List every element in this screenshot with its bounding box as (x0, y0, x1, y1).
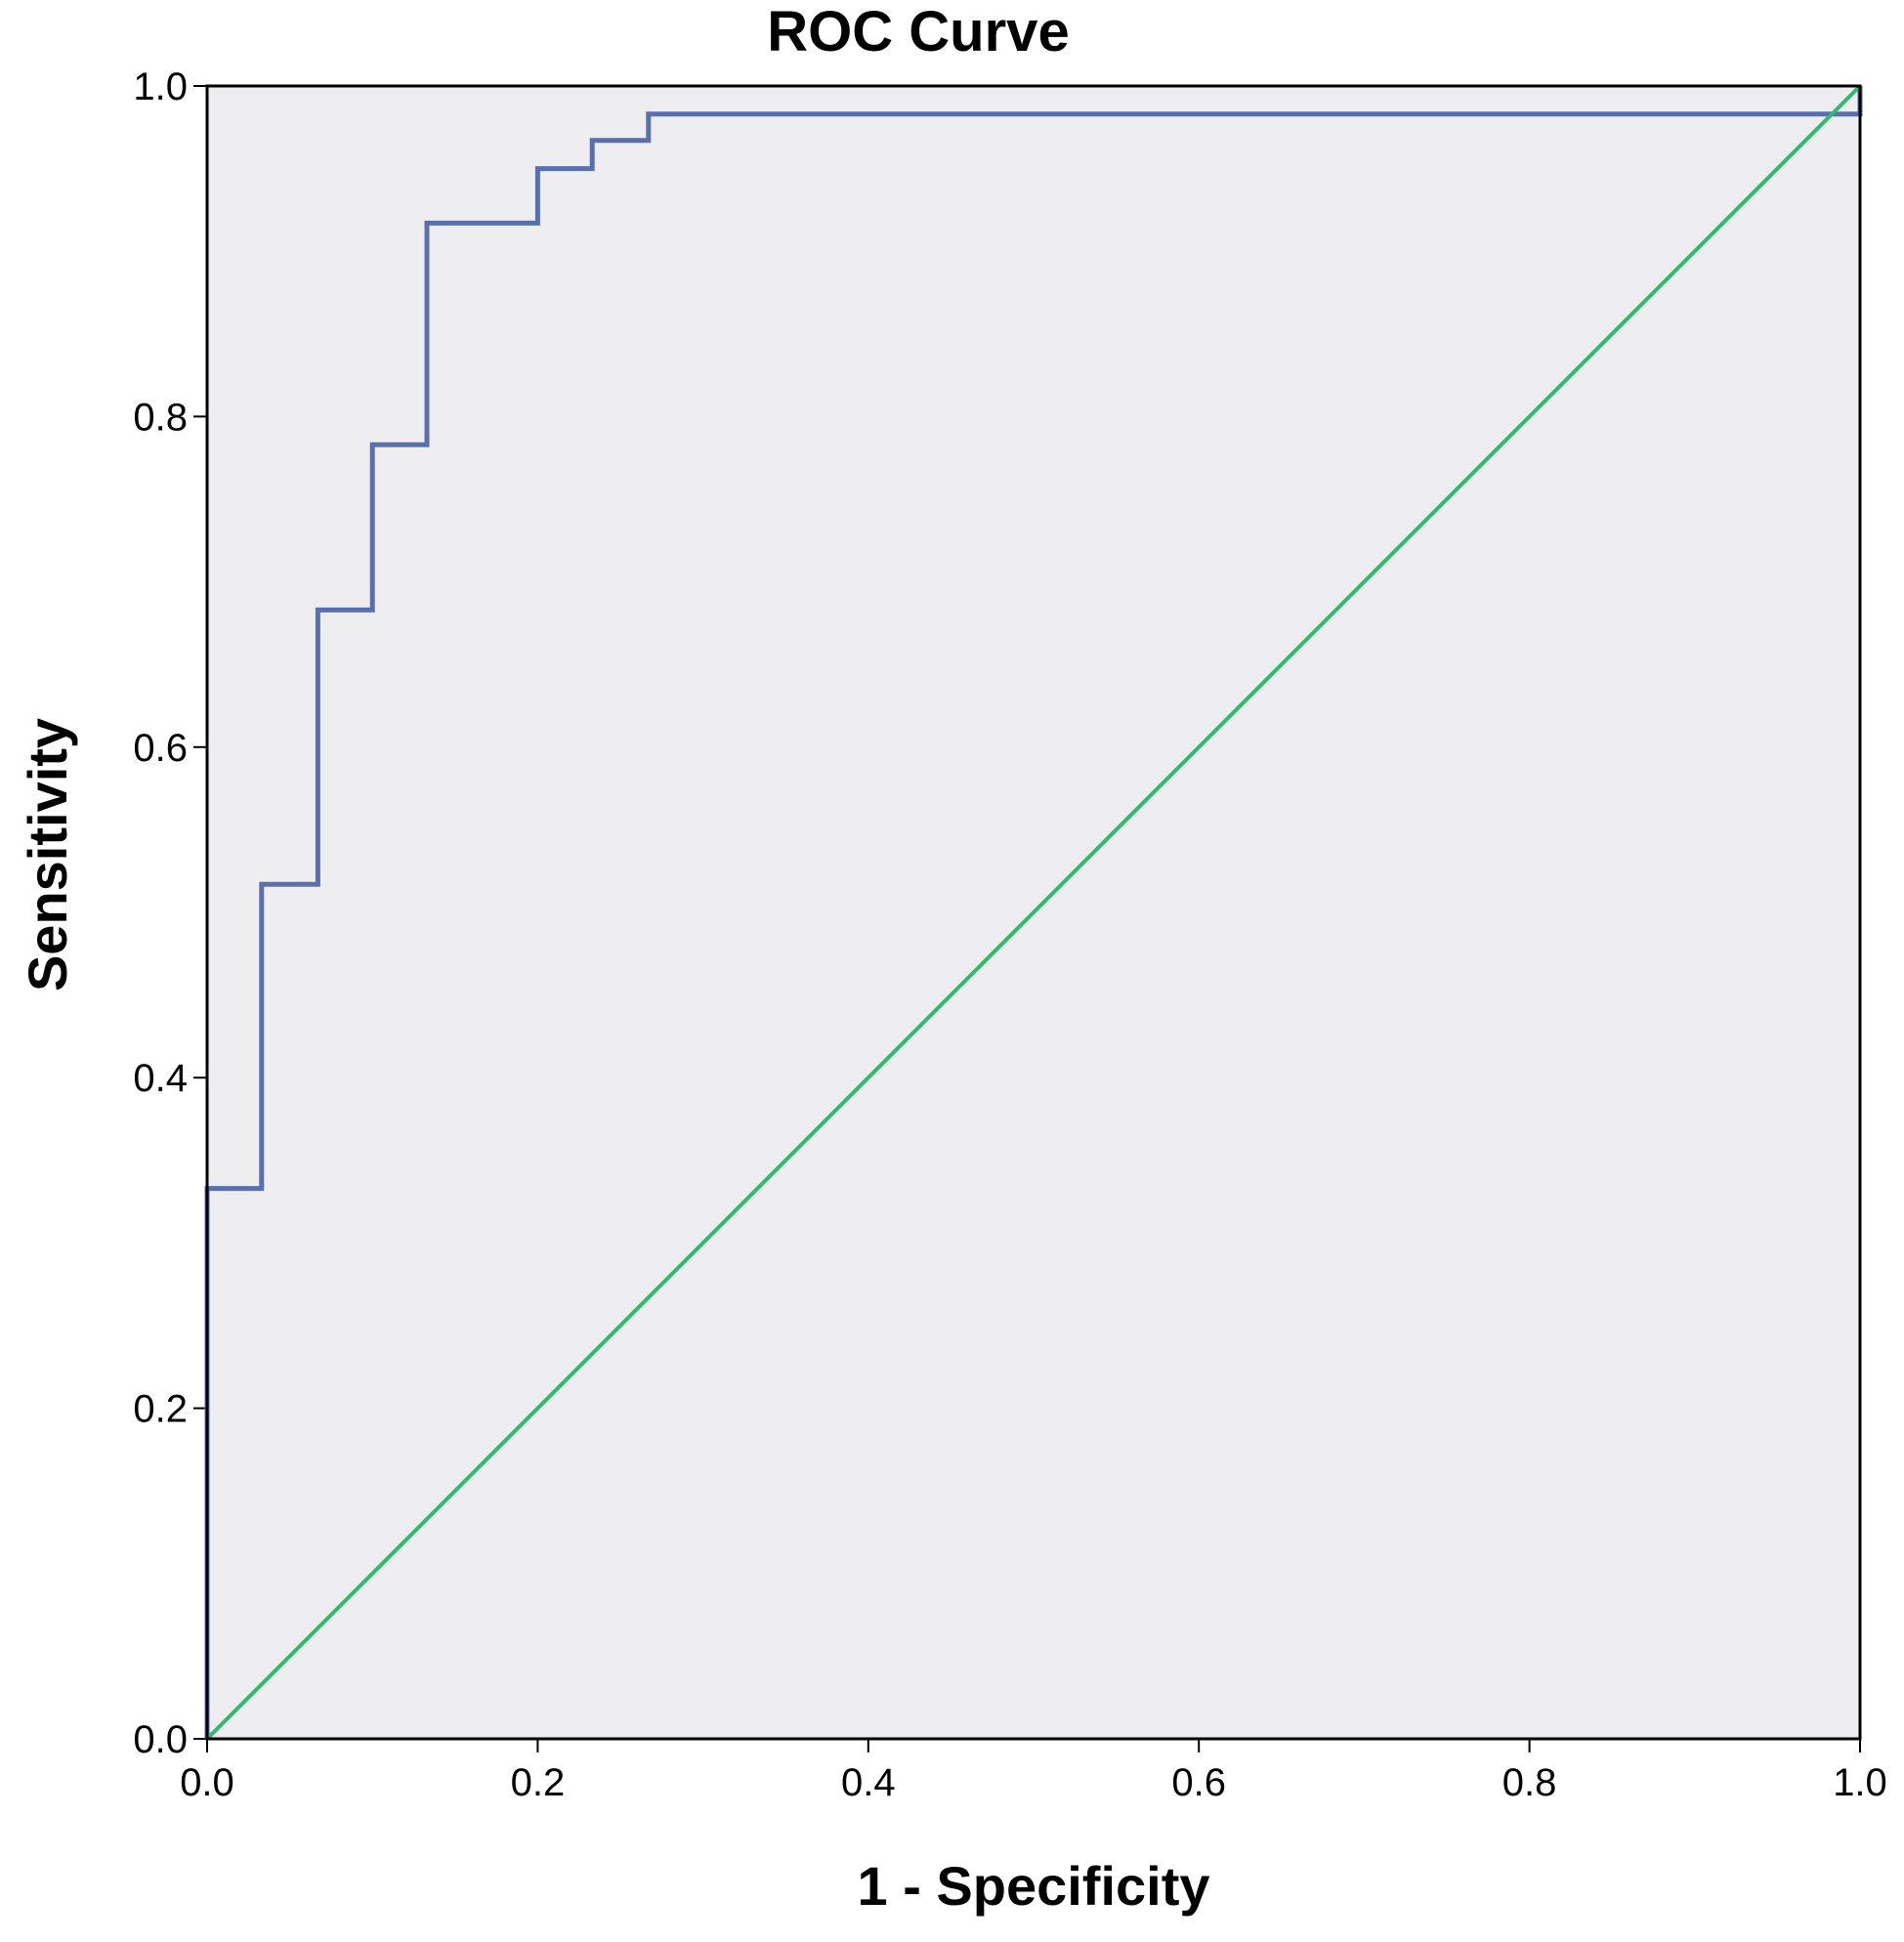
y-tick-label: 0.8 (133, 396, 188, 439)
x-tick-label: 0.6 (1171, 1761, 1226, 1804)
x-tick-label: 1.0 (1833, 1761, 1887, 1804)
y-tick-label: 0.2 (133, 1388, 188, 1431)
chart-title: ROC Curve (767, 0, 1069, 63)
y-tick-label: 0.4 (133, 1057, 188, 1100)
plot-frame (205, 84, 1862, 1741)
roc-curve-line (204, 86, 1863, 1739)
y-axis-title: Sensitivity (17, 718, 78, 992)
y-tick-label: 1.0 (133, 65, 188, 108)
x-tick-label: 0.8 (1502, 1761, 1557, 1804)
ticks-layer: 0.0 0.2 0.4 0.6 0.8 1.0 0.0 0.2 0.4 0.6 0.8 1.0 (133, 65, 1886, 1804)
reference-diagonal-line (205, 84, 1862, 1741)
x-axis-title: 1 - Specificity (857, 1855, 1209, 1917)
x-tick-label: 0.0 (180, 1761, 234, 1804)
x-tick-label: 0.4 (841, 1761, 896, 1804)
series-layer (204, 84, 1863, 1741)
y-tick-label: 0.0 (133, 1718, 188, 1761)
x-tick-label: 0.2 (511, 1761, 566, 1804)
y-tick-label: 0.6 (133, 727, 188, 770)
